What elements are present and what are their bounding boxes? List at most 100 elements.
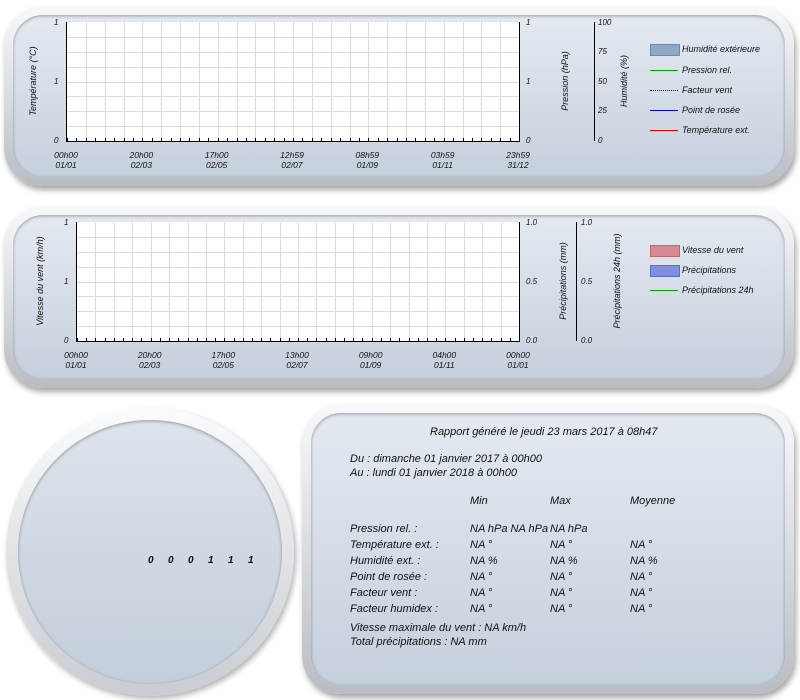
x-minor-tick [86, 338, 88, 341]
report-from: Du : dimanche 01 janvier 2017 à 00h00 [350, 453, 543, 465]
x-tick-label: 13h00 02/07 [285, 350, 309, 370]
odometer-digit: 0 [168, 555, 174, 566]
x-minor-tick [215, 338, 217, 341]
y-tick-left: 1 [64, 277, 69, 286]
report-cell-avg: NA ° [630, 603, 653, 615]
report-cell-avg: NA ° [630, 539, 653, 551]
report-cell-max: NA hPa [550, 523, 588, 535]
x-minor-tick [417, 338, 419, 341]
x-minor-tick [344, 338, 346, 341]
y-tick-right-rain: 1.0 [526, 218, 538, 227]
grid-line-horizontal [77, 251, 519, 253]
x-tick-label: 08h59 01/09 [355, 150, 380, 170]
x-tick-label: 12h59 02/07 [280, 150, 304, 170]
report-panel [302, 404, 794, 694]
x-minor-tick [491, 338, 493, 341]
x-minor-tick [132, 338, 134, 341]
grid-line-horizontal [77, 311, 519, 313]
x-minor-tick [349, 138, 351, 141]
grid-line-horizontal [67, 36, 519, 38]
odometer-digit: 0 [188, 555, 194, 566]
report-rain-total: Total précipitations : NA mm [350, 636, 487, 648]
x-minor-tick [224, 338, 226, 341]
report-cell-max: NA ° [550, 571, 573, 583]
report-cell-label: Facteur humidex : [350, 603, 439, 615]
x-minor-tick [298, 338, 299, 341]
y-tick-right-rain-24h: 0.0 [581, 336, 593, 345]
x-minor-tick [180, 138, 181, 141]
x-minor-tick [481, 138, 483, 141]
grid-line-horizontal [67, 66, 519, 68]
y-tick-right-humidity: 100 [598, 18, 612, 27]
x-minor-tick [123, 138, 125, 141]
y-tick-right-rain: 0.5 [526, 277, 538, 286]
y-axis-line-rain-24h [576, 222, 577, 341]
x-minor-tick [415, 138, 417, 141]
x-minor-tick [189, 138, 191, 141]
x-minor-tick [169, 338, 171, 341]
report-cell-label: Point de rosée : [350, 571, 428, 583]
x-minor-tick [396, 138, 398, 141]
x-minor-tick [236, 138, 238, 141]
x-minor-tick [151, 138, 153, 141]
x-minor-tick [261, 338, 263, 341]
x-minor-tick [362, 338, 364, 341]
x-minor-tick [390, 338, 392, 341]
x-minor-tick [293, 138, 294, 141]
y-tick-right-humidity: 50 [598, 77, 607, 86]
grid-line-horizontal [77, 326, 519, 328]
x-minor-tick [377, 138, 379, 141]
x-minor-tick [406, 138, 407, 141]
x-minor-tick [380, 338, 382, 341]
report-cell-label: Humidité ext. : [350, 555, 421, 567]
x-minor-tick [443, 138, 445, 141]
x-minor-tick [302, 138, 304, 141]
report-cell-max: NA ° [550, 587, 573, 599]
x-minor-tick [141, 338, 143, 341]
odometer-digit: 1 [228, 555, 234, 566]
report-cell-label: Température ext. : [350, 539, 439, 551]
y-axis-label-wind: Vitesse du vent (km/h) [35, 236, 45, 326]
x-minor-tick [509, 138, 511, 141]
x-minor-tick [408, 338, 410, 341]
report-cell-max: NA % [550, 555, 578, 567]
x-minor-tick [454, 338, 456, 341]
x-minor-tick [132, 138, 134, 141]
grid-line-horizontal [77, 296, 519, 298]
x-minor-tick [316, 338, 318, 341]
y-tick-right-humidity: 75 [598, 47, 607, 56]
legend-line-pressure [650, 70, 678, 71]
y-axis-label-rain: Précipitations (mm) [558, 242, 568, 320]
x-minor-tick [233, 338, 235, 341]
report-cell-min: NA ° [470, 587, 493, 599]
report-cell-min: NA ° [470, 603, 493, 615]
x-minor-tick [196, 338, 198, 341]
x-minor-tick [270, 338, 272, 341]
x-minor-tick [245, 138, 247, 141]
x-minor-tick [142, 138, 144, 141]
report-header-min: Min [470, 495, 488, 507]
x-tick-label: 00h00 01/01 [54, 150, 78, 170]
x-minor-tick [178, 338, 180, 341]
grid-line-horizontal [67, 96, 519, 98]
x-minor-tick [463, 338, 465, 341]
x-tick-label: 17h00 02/05 [204, 150, 229, 170]
legend-swatch-humidity [650, 44, 680, 56]
x-tick-label: 17h00 02/05 [211, 350, 236, 370]
y-tick-left: 0 [64, 336, 69, 345]
report-cell-min: NA ° [470, 571, 493, 583]
x-minor-tick [123, 338, 125, 341]
y-tick-left: 0 [54, 136, 59, 145]
x-tick-label: 23h59 31/12 [506, 150, 530, 170]
legend-swatch-rain [650, 265, 680, 277]
report-cell-avg: NA ° [630, 571, 653, 583]
x-minor-tick [500, 338, 502, 341]
legend-line-wind-chill [650, 90, 678, 91]
x-minor-tick [198, 138, 200, 141]
odometer-digit: 1 [248, 555, 254, 566]
grid-line-horizontal [77, 266, 519, 268]
x-minor-tick [227, 138, 229, 141]
gauge-face [18, 420, 282, 684]
legend-swatch-wind-speed [650, 245, 680, 257]
x-minor-tick [187, 338, 189, 341]
